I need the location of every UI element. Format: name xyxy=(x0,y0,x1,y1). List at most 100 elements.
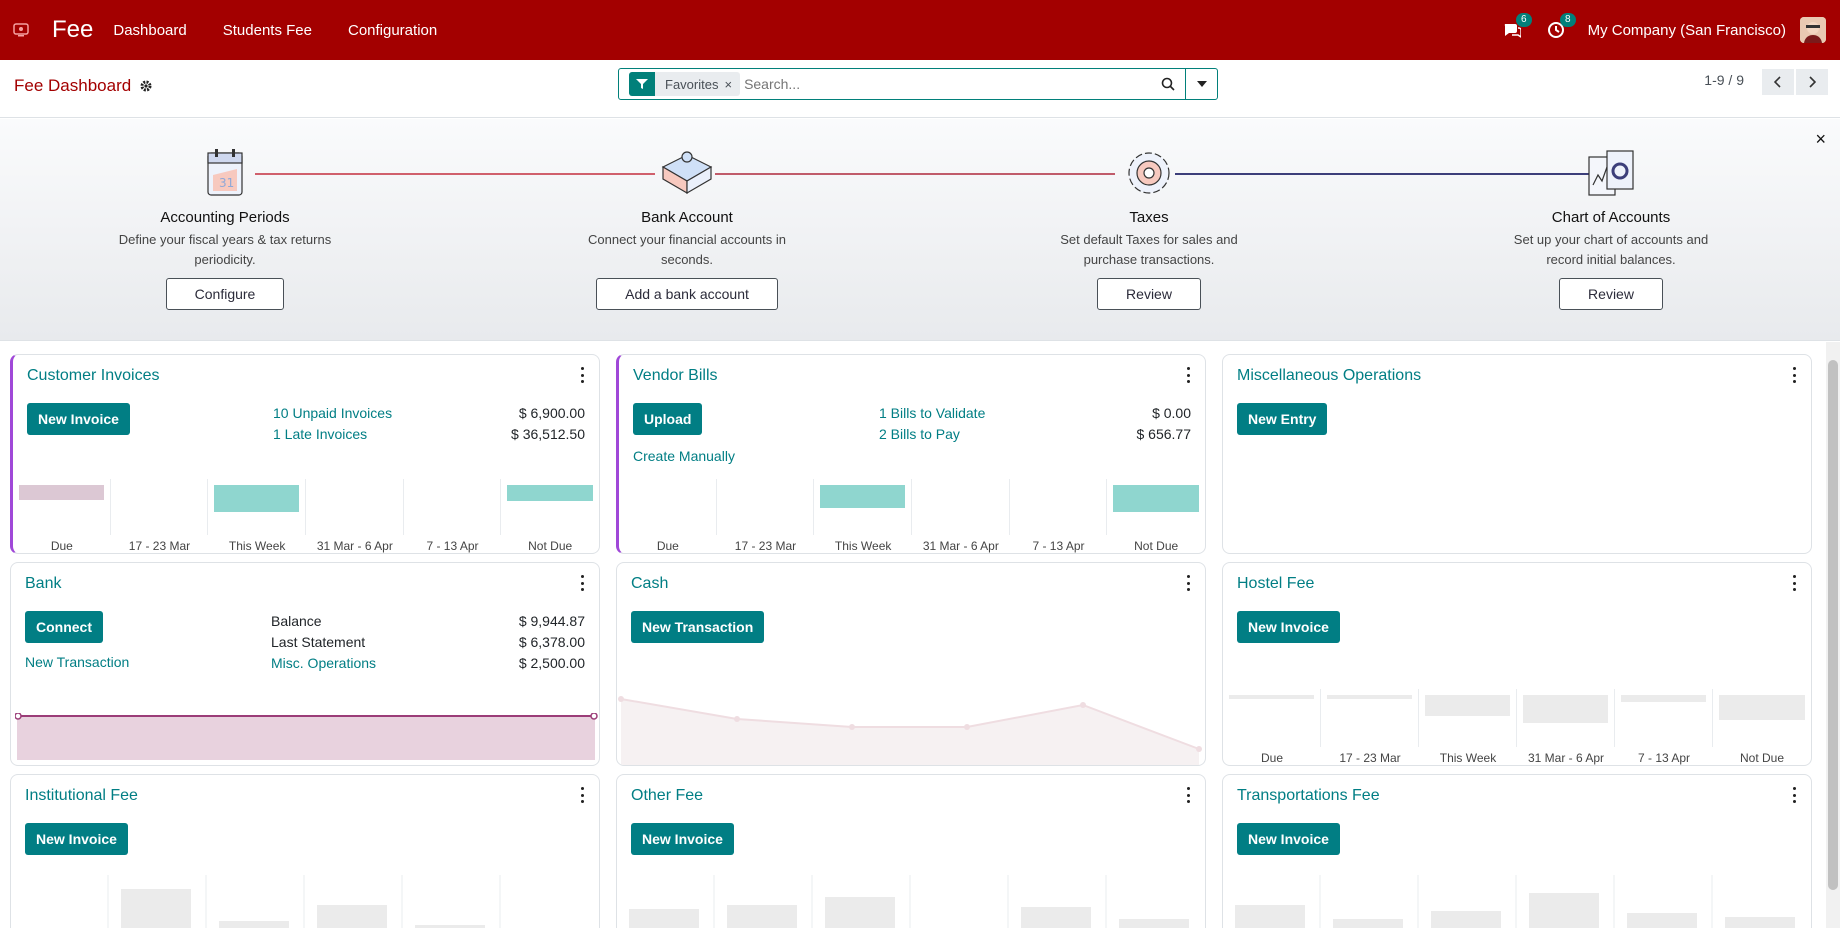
card-title[interactable]: Bank xyxy=(25,575,62,592)
card-menu-icon[interactable] xyxy=(1791,575,1797,591)
pager-value[interactable]: 1-9 / 9 xyxy=(1704,72,1744,88)
card-title[interactable]: Institutional Fee xyxy=(25,787,138,804)
bills-to-validate-link[interactable]: 1 Bills to Validate xyxy=(879,405,986,421)
new-invoice-button[interactable]: New Invoice xyxy=(1237,823,1340,855)
configure-button[interactable]: Configure xyxy=(165,278,285,310)
chart-bar[interactable] xyxy=(1523,694,1608,724)
search-icon[interactable] xyxy=(1151,77,1185,91)
close-onboarding-icon[interactable]: × xyxy=(1815,129,1826,149)
chart-x-label: 17 - 23 Mar xyxy=(128,539,191,553)
journal-dashboard: Customer Invoices New Invoice 10 Unpaid … xyxy=(0,342,1826,928)
chart-bar[interactable] xyxy=(1425,694,1510,716)
chevron-right-icon xyxy=(1809,76,1816,88)
chart-x-label: 17 - 23 Mar xyxy=(1339,751,1401,765)
chart-column xyxy=(619,479,717,535)
chart-x-label: This Week xyxy=(228,539,286,553)
create-manually-link[interactable]: Create Manually xyxy=(633,448,735,464)
new-entry-button[interactable]: New Entry xyxy=(1237,403,1328,435)
new-invoice-button[interactable]: New Invoice xyxy=(631,823,734,855)
activities-icon[interactable]: 8 xyxy=(1544,13,1576,42)
bills-to-pay-link[interactable]: 2 Bills to Pay xyxy=(879,426,960,442)
app-brand[interactable]: Fee xyxy=(52,16,94,43)
search-options-dropdown[interactable] xyxy=(1185,69,1217,99)
card-title[interactable]: Other Fee xyxy=(631,787,704,804)
unpaid-invoices-link[interactable]: 10 Unpaid Invoices xyxy=(273,405,393,421)
review-chart-of-accounts-button[interactable]: Review xyxy=(1559,278,1663,310)
chart-bar[interactable] xyxy=(820,484,905,508)
menu-configuration[interactable]: Configuration xyxy=(347,21,438,39)
card-title[interactable]: Cash xyxy=(631,575,669,592)
connect-button[interactable]: Connect xyxy=(25,611,103,643)
menu-dashboard[interactable]: Dashboard xyxy=(113,21,187,39)
chart-bar[interactable] xyxy=(1113,484,1199,513)
chart-column xyxy=(717,479,815,535)
chart-bar[interactable] xyxy=(1327,694,1412,699)
scrollbar-thumb[interactable] xyxy=(1828,360,1838,890)
chart-x-label: Not Due xyxy=(1739,751,1785,765)
search-bar: Favorites × xyxy=(618,68,1218,100)
chart-x-label: 31 Mar - 6 Apr xyxy=(922,539,999,553)
card-title[interactable]: Vendor Bills xyxy=(633,367,718,384)
chart-x-label: Due xyxy=(656,539,679,553)
company-switcher[interactable]: My Company (San Francisco) xyxy=(1587,21,1786,39)
upload-button[interactable]: Upload xyxy=(633,403,703,435)
card-menu-icon[interactable] xyxy=(1791,367,1797,383)
late-invoices-link[interactable]: 1 Late Invoices xyxy=(273,426,368,442)
card-menu-icon[interactable] xyxy=(1791,787,1797,803)
new-invoice-button[interactable]: New Invoice xyxy=(27,403,130,435)
pager-previous-button[interactable] xyxy=(1762,69,1794,95)
chart-bar[interactable] xyxy=(1719,694,1805,720)
user-avatar[interactable] xyxy=(1800,17,1826,43)
onboarding-panel: × 31 Accounting Periods Define your fisc… xyxy=(0,119,1840,341)
last-statement-amount: $ 6,378.00 xyxy=(518,634,585,650)
chevron-left-icon xyxy=(1774,76,1781,88)
filter-icon xyxy=(629,72,655,96)
step-description: Define your fiscal years & tax returns p… xyxy=(118,232,332,267)
card-menu-icon[interactable] xyxy=(1185,787,1191,803)
new-invoice-button[interactable]: New Invoice xyxy=(1237,611,1340,643)
activities-badge: 8 xyxy=(1560,13,1576,27)
add-bank-account-button[interactable]: Add a bank account xyxy=(596,278,778,310)
gear-icon[interactable] xyxy=(139,79,153,93)
card-title[interactable]: Transportations Fee xyxy=(1237,787,1380,804)
chart-x-label: 7 - 13 Apr xyxy=(1032,539,1085,553)
chart-column xyxy=(1517,689,1615,747)
chart-column xyxy=(1713,689,1811,747)
chart-bar[interactable] xyxy=(19,484,104,501)
other-fee-sample-graph xyxy=(629,875,1189,928)
chart-column xyxy=(501,479,599,535)
new-transaction-link[interactable]: New Transaction xyxy=(25,654,130,670)
breadcrumb: Fee Dashboard xyxy=(14,76,153,96)
card-bank: Bank Connect New Transaction Balance $ 9… xyxy=(10,562,600,766)
card-menu-icon[interactable] xyxy=(579,367,585,383)
card-menu-icon[interactable] xyxy=(579,787,585,803)
chart-bar[interactable] xyxy=(507,484,593,501)
misc-operations-link[interactable]: Misc. Operations xyxy=(271,655,377,671)
card-title[interactable]: Customer Invoices xyxy=(27,367,160,384)
late-invoices-amount: $ 36,512.50 xyxy=(511,426,585,442)
chart-column xyxy=(1321,689,1419,747)
messages-icon[interactable]: 6 xyxy=(1500,13,1532,42)
svg-text:31: 31 xyxy=(219,176,234,190)
card-title[interactable]: Miscellaneous Operations xyxy=(1237,367,1422,384)
facet-remove-icon[interactable]: × xyxy=(724,76,733,92)
new-transaction-button[interactable]: New Transaction xyxy=(631,611,765,643)
card-menu-icon[interactable] xyxy=(1185,575,1191,591)
chart-column xyxy=(912,479,1010,535)
review-taxes-button[interactable]: Review xyxy=(1097,278,1201,310)
chart-x-label: Due xyxy=(1260,751,1283,765)
institutional-fee-sample-graph xyxy=(107,875,501,928)
chart-bar[interactable] xyxy=(1621,694,1706,702)
step-title: Accounting Periods xyxy=(160,209,290,226)
new-invoice-button[interactable]: New Invoice xyxy=(25,823,128,855)
misc-operations-amount: $ 2,500.00 xyxy=(518,655,585,671)
menu-students-fee[interactable]: Students Fee xyxy=(222,21,312,39)
card-menu-icon[interactable] xyxy=(579,575,585,591)
apps-menu-icon[interactable] xyxy=(12,21,30,39)
pager-next-button[interactable] xyxy=(1796,69,1828,95)
chart-bar[interactable] xyxy=(214,484,299,513)
search-input[interactable] xyxy=(744,71,1151,97)
card-menu-icon[interactable] xyxy=(1185,367,1191,383)
card-title[interactable]: Hostel Fee xyxy=(1237,575,1315,592)
chart-bar[interactable] xyxy=(1229,694,1314,699)
